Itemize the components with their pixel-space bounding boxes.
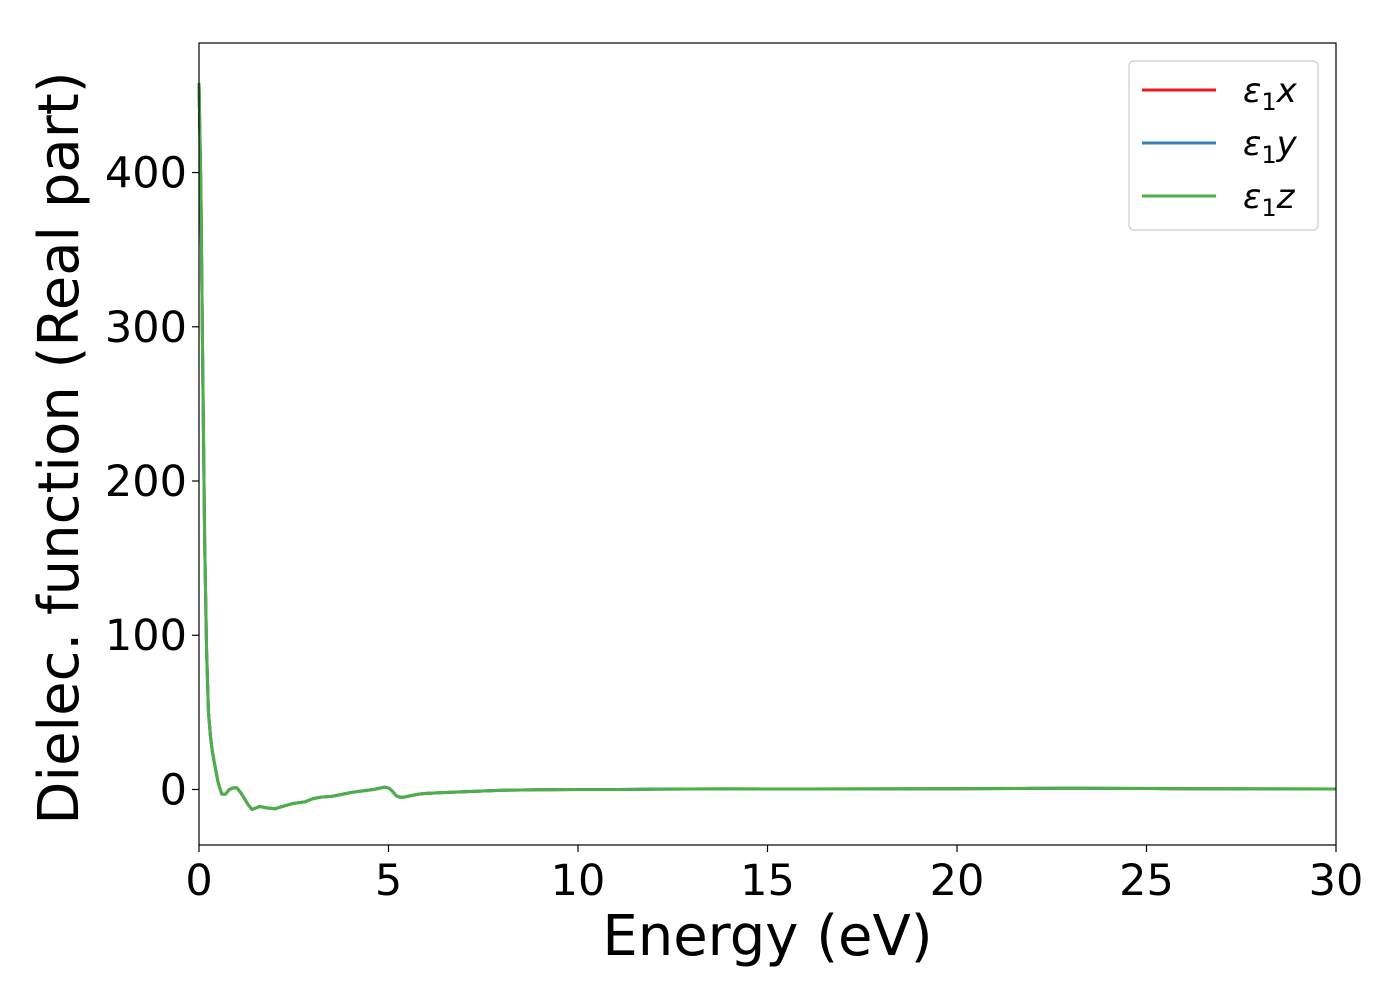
y-axis: 0 100 200 300 400 <box>105 149 199 815</box>
x-tick-label: 10 <box>551 856 606 906</box>
legend-label: ε1z <box>1243 177 1296 222</box>
y-tick-label: 200 <box>105 457 187 507</box>
y-tick-label: 100 <box>105 611 187 661</box>
x-axis-label: Energy (eV) <box>602 904 932 969</box>
x-tick-label: 5 <box>375 856 402 906</box>
legend-box <box>1128 60 1319 231</box>
y-axis-label: Dielec. function (Real part) <box>27 71 92 824</box>
x-tick-label: 25 <box>1119 856 1174 906</box>
legend: ε1x ε1y ε1z <box>1128 60 1319 231</box>
y-tick-label: 0 <box>160 765 187 815</box>
x-tick-label: 30 <box>1309 856 1364 906</box>
x-tick-label: 0 <box>185 856 212 906</box>
x-axis: 0 5 10 15 20 25 30 <box>185 845 1363 906</box>
y-tick-label: 300 <box>105 303 187 353</box>
series-layer <box>197 83 1337 812</box>
x-tick-label: 15 <box>740 856 795 906</box>
legend-label: ε1x <box>1243 71 1298 116</box>
series-line-3 <box>197 83 1337 812</box>
x-tick-label: 20 <box>930 856 985 906</box>
y-tick-label: 400 <box>105 149 187 199</box>
legend-label: ε1y <box>1243 124 1298 169</box>
